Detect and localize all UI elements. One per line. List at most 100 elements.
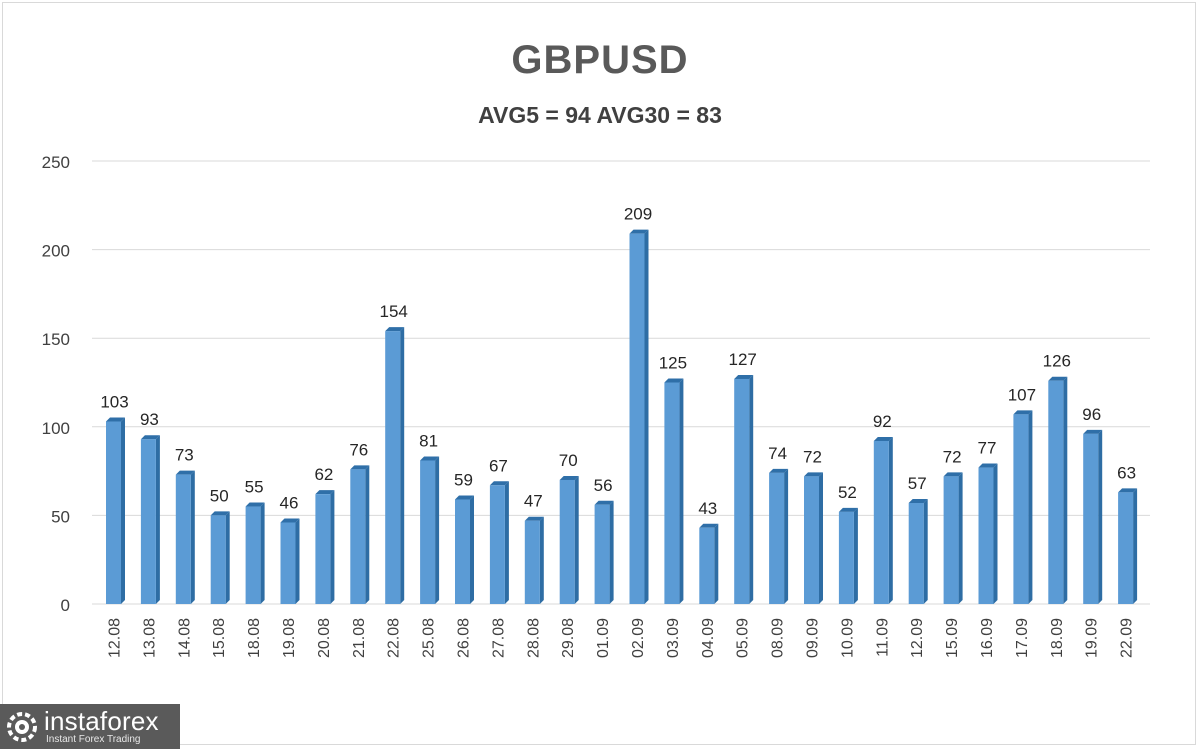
bar-side xyxy=(400,327,405,604)
bar-top xyxy=(1118,488,1138,493)
bar-top xyxy=(908,498,928,503)
data-label: 72 xyxy=(803,447,822,466)
x-tick-label: 20.08 xyxy=(316,618,333,658)
data-label: 154 xyxy=(380,302,408,321)
x-tick-label: 26.08 xyxy=(456,618,473,658)
bar-top xyxy=(629,229,649,234)
bar-top xyxy=(699,523,719,528)
bar-top xyxy=(1048,376,1068,381)
data-label: 57 xyxy=(908,474,927,493)
bar-top xyxy=(350,465,370,470)
bar xyxy=(664,382,680,604)
data-label: 72 xyxy=(943,447,962,466)
data-label: 103 xyxy=(100,392,128,411)
data-label: 63 xyxy=(1117,463,1136,482)
bar-top xyxy=(210,511,230,516)
watermark-name: instaforex xyxy=(44,706,159,736)
bar-top xyxy=(455,495,474,500)
bar xyxy=(245,506,261,604)
bar-side xyxy=(1133,488,1138,604)
bar xyxy=(838,511,854,604)
data-label: 73 xyxy=(175,446,194,465)
bar xyxy=(873,440,889,604)
bar-top xyxy=(1013,410,1033,415)
bar-top xyxy=(978,463,998,468)
x-tick-label: 02.09 xyxy=(630,618,647,658)
bar xyxy=(1118,492,1134,604)
x-tick-label: 25.08 xyxy=(421,618,438,658)
data-label: 76 xyxy=(349,440,368,459)
data-label: 209 xyxy=(624,205,652,224)
bar-side xyxy=(714,523,719,604)
x-tick-label: 17.09 xyxy=(1014,618,1031,658)
x-tick-label: 03.09 xyxy=(665,618,682,658)
data-label: 96 xyxy=(1082,405,1101,424)
bar xyxy=(280,522,296,604)
bar xyxy=(769,472,785,604)
bar-top xyxy=(524,516,544,521)
bar xyxy=(420,460,436,604)
bar-side xyxy=(644,229,649,605)
x-tick-label: 10.09 xyxy=(839,618,856,658)
x-tick-label: 04.09 xyxy=(700,618,717,658)
data-label: 127 xyxy=(729,350,757,369)
bar xyxy=(455,499,470,604)
bar-side xyxy=(470,495,474,604)
bar-side xyxy=(888,436,893,604)
x-tick-label: 05.09 xyxy=(735,618,752,658)
data-label: 50 xyxy=(210,486,229,505)
data-label: 62 xyxy=(314,465,333,484)
bar-side xyxy=(295,518,300,604)
bar-top xyxy=(943,472,963,477)
y-tick-label: 0 xyxy=(61,596,70,615)
data-label: 59 xyxy=(454,470,473,489)
bar-top xyxy=(175,470,195,475)
bar-side xyxy=(539,516,544,604)
bar xyxy=(908,502,924,604)
bar xyxy=(140,439,156,604)
x-tick-label: 12.08 xyxy=(107,618,124,658)
x-tick-label: 15.08 xyxy=(211,618,228,658)
chart-subtitle: AVG5 = 94 AVG30 = 83 xyxy=(478,102,722,128)
x-tick-label: 14.08 xyxy=(176,618,193,658)
bar-side xyxy=(504,481,509,604)
bar-side xyxy=(819,472,823,604)
bar-top xyxy=(315,490,335,495)
bar-side xyxy=(435,456,440,604)
bar-top xyxy=(106,417,125,422)
x-tick-label: 11.09 xyxy=(874,618,891,657)
y-tick-label: 200 xyxy=(42,242,70,261)
data-label: 47 xyxy=(524,492,543,511)
bar xyxy=(734,378,750,604)
bar-side xyxy=(155,435,160,604)
bar-side xyxy=(1063,376,1068,604)
x-tick-label: 18.08 xyxy=(246,618,263,658)
data-label: 56 xyxy=(594,476,613,495)
x-tick-label: 15.09 xyxy=(944,618,961,658)
bar-side xyxy=(784,468,789,604)
bar-top xyxy=(420,456,440,461)
bar-side xyxy=(749,374,754,604)
y-tick-label: 100 xyxy=(42,419,70,438)
x-tick-label: 13.08 xyxy=(141,618,158,658)
bar xyxy=(210,515,226,604)
bar-side xyxy=(365,465,370,604)
bar-top xyxy=(769,468,789,473)
x-tick-label: 21.08 xyxy=(351,618,368,658)
bar-side xyxy=(609,500,614,604)
y-tick-label: 50 xyxy=(51,507,70,526)
bar-top xyxy=(489,481,509,486)
x-tick-label: 09.09 xyxy=(805,618,822,658)
bar xyxy=(175,474,191,604)
data-label: 92 xyxy=(873,412,892,431)
bar-side xyxy=(1098,429,1103,604)
bar xyxy=(1013,414,1029,604)
data-label: 74 xyxy=(768,444,787,463)
bar-side xyxy=(853,507,858,604)
bar xyxy=(315,494,331,604)
bar xyxy=(699,527,715,604)
x-tick-label: 16.09 xyxy=(979,618,996,658)
data-label: 125 xyxy=(659,354,687,373)
bar-top xyxy=(245,502,265,507)
